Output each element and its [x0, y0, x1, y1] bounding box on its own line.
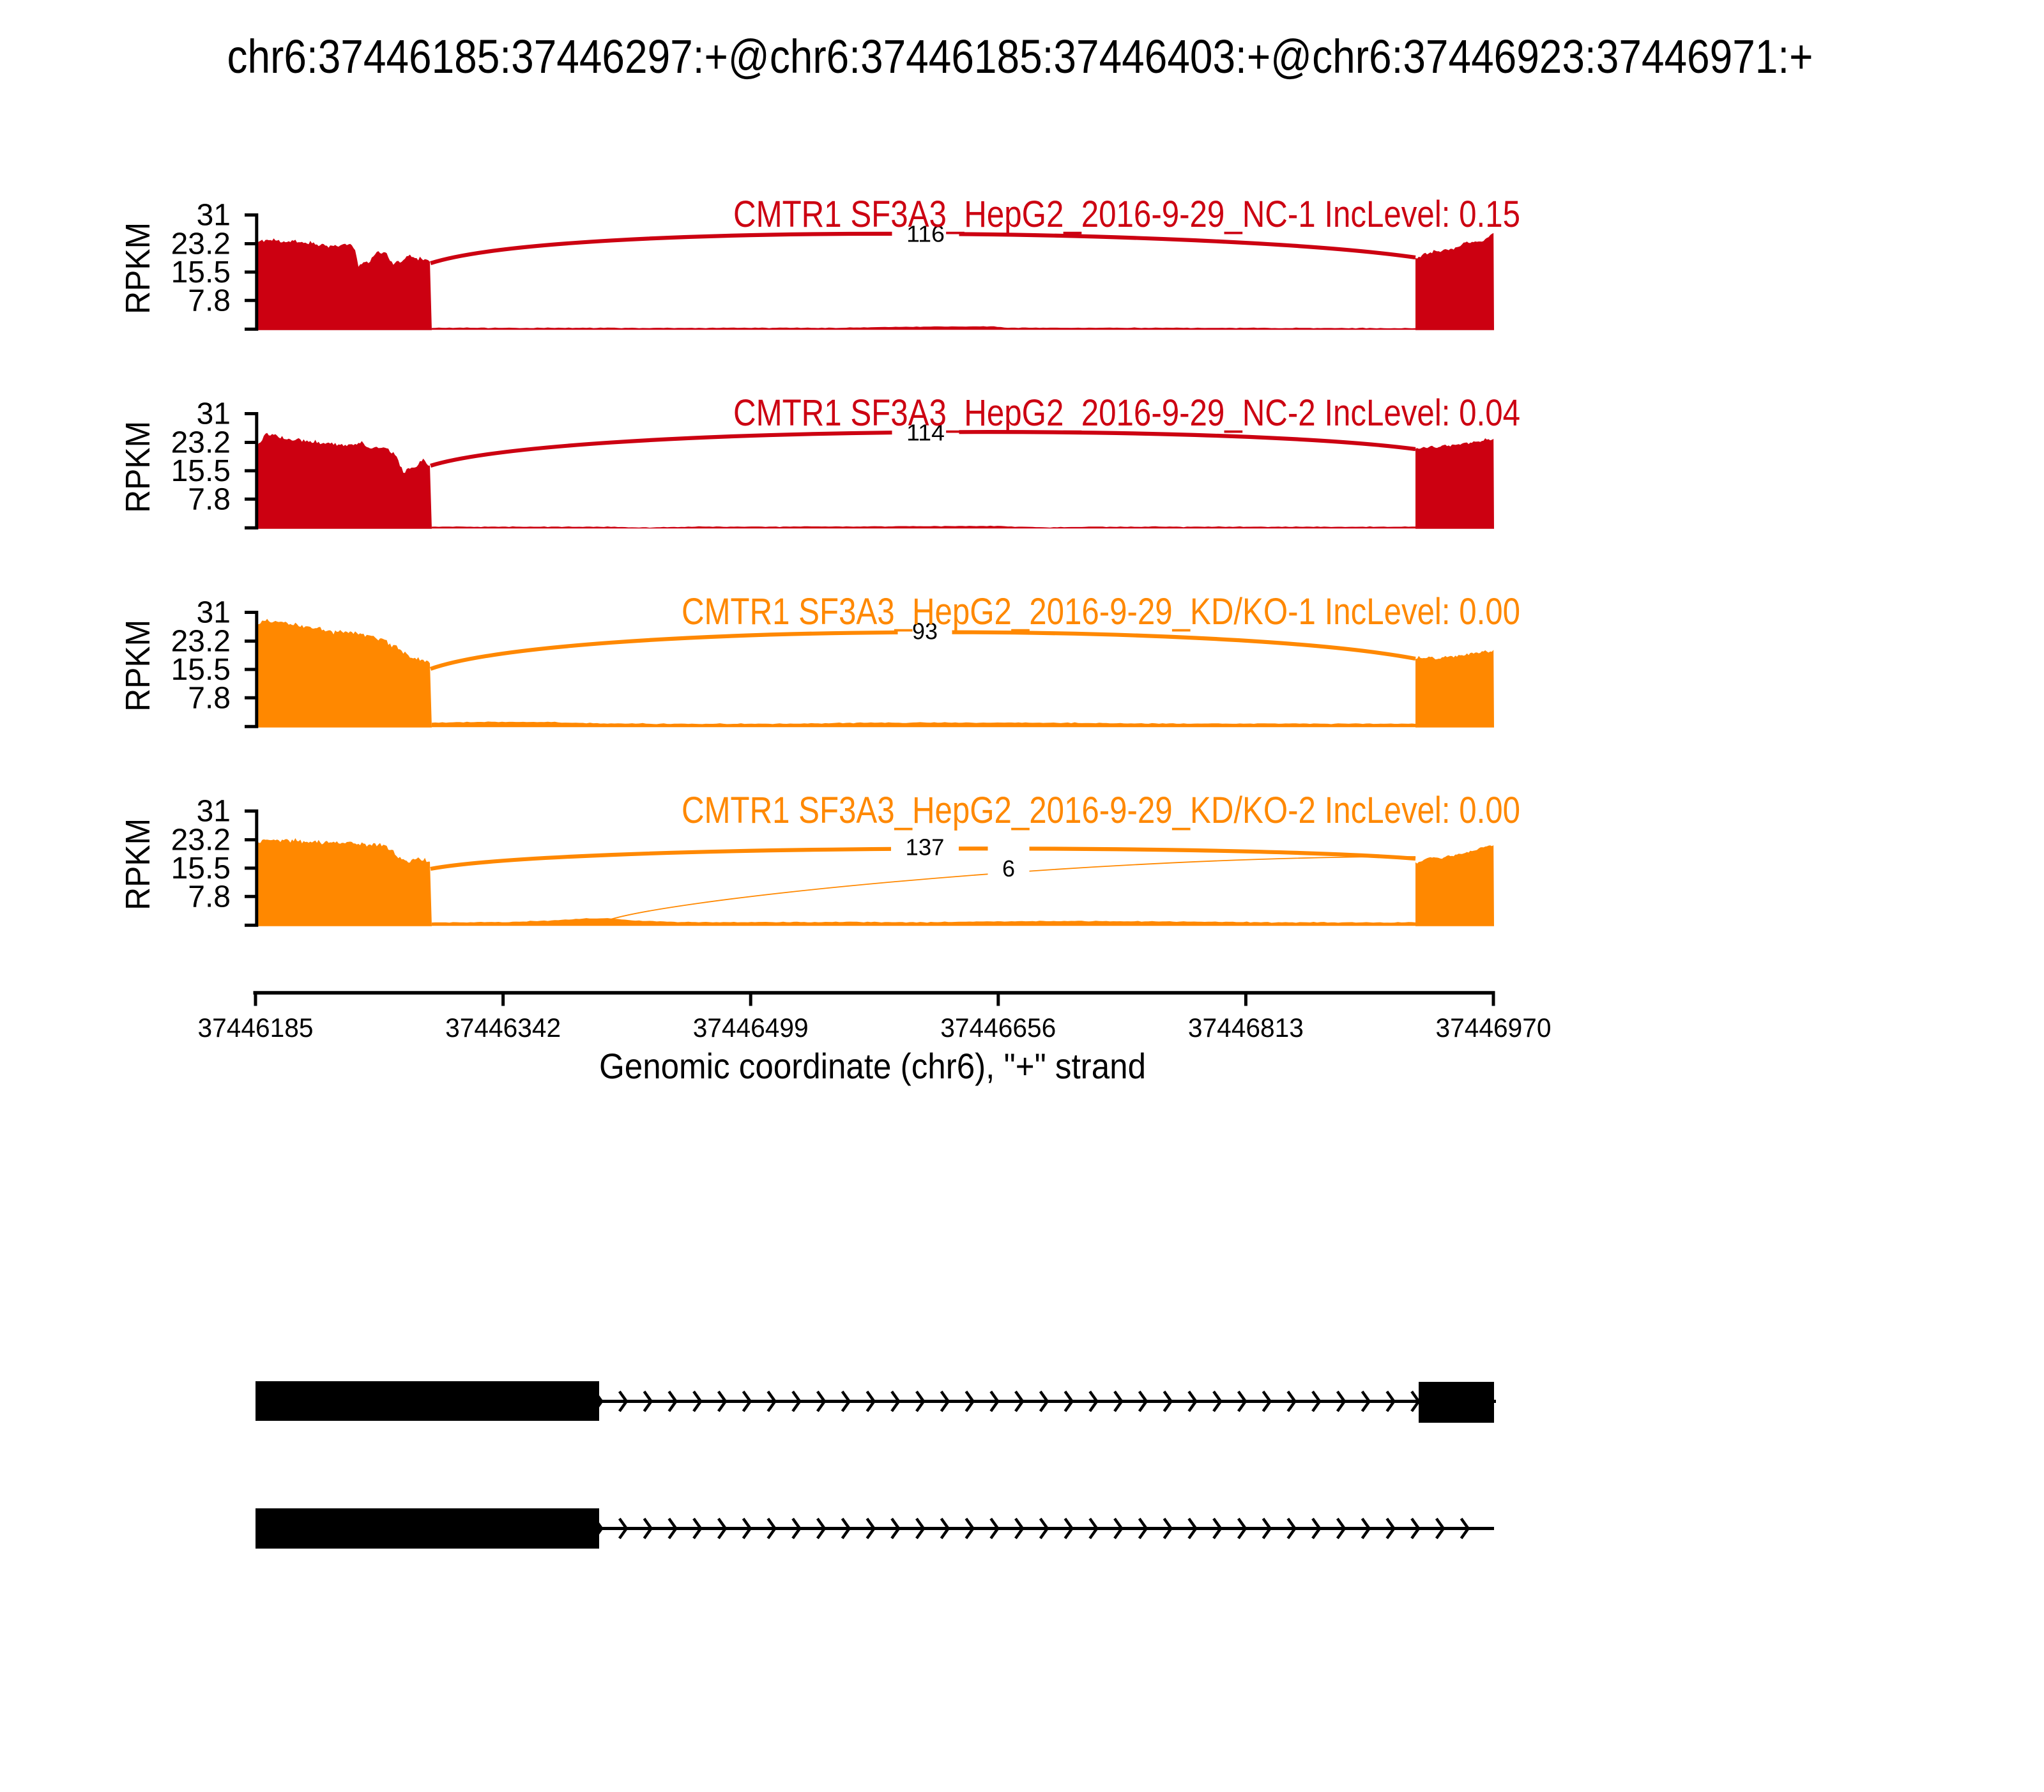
svg-text:31: 31 [197, 199, 231, 233]
svg-text:15.5: 15.5 [171, 852, 231, 885]
svg-text:137: 137 [906, 834, 945, 861]
svg-text:23.2: 23.2 [171, 823, 231, 857]
svg-text:CMTR1 SF3A3_HepG2_2016-9-29_KD: CMTR1 SF3A3_HepG2_2016-9-29_KD/KO-2 IncL… [682, 790, 1520, 831]
svg-text:23.2: 23.2 [171, 227, 231, 261]
svg-text:37446813: 37446813 [1188, 1013, 1304, 1043]
svg-text:RPKM: RPKM [119, 421, 157, 513]
svg-text:31: 31 [197, 795, 231, 829]
svg-text:CMTR1 SF3A3_HepG2_2016-9-29_KD: CMTR1 SF3A3_HepG2_2016-9-29_KD/KO-1 IncL… [682, 591, 1520, 632]
svg-text:Genomic coordinate (chr6), "+": Genomic coordinate (chr6), "+" strand [599, 1046, 1146, 1086]
svg-text:RPKM: RPKM [119, 222, 157, 314]
svg-text:37446970: 37446970 [1436, 1013, 1552, 1043]
svg-text:15.5: 15.5 [171, 454, 231, 488]
svg-text:7.8: 7.8 [188, 681, 231, 715]
svg-text:37446185: 37446185 [198, 1013, 314, 1043]
svg-text:114: 114 [906, 419, 945, 445]
svg-text:RPKM: RPKM [119, 818, 157, 910]
svg-text:CMTR1 SF3A3_HepG2_2016-9-29_NC: CMTR1 SF3A3_HepG2_2016-9-29_NC-2 IncLeve… [733, 392, 1520, 434]
svg-text:RPKM: RPKM [119, 620, 157, 712]
svg-text:31: 31 [197, 397, 231, 431]
svg-text:7.8: 7.8 [188, 482, 231, 516]
svg-text:chr6:37446185:37446297:+@chr6:: chr6:37446185:37446297:+@chr6:37446185:3… [227, 29, 1813, 83]
svg-text:116: 116 [906, 220, 945, 247]
svg-text:31: 31 [197, 596, 231, 630]
svg-text:93: 93 [912, 618, 938, 645]
svg-text:6: 6 [1002, 855, 1015, 882]
svg-text:7.8: 7.8 [188, 284, 231, 318]
svg-text:37446342: 37446342 [445, 1013, 561, 1043]
svg-text:15.5: 15.5 [171, 653, 231, 687]
svg-text:37446499: 37446499 [693, 1013, 809, 1043]
svg-text:15.5: 15.5 [171, 256, 231, 289]
svg-text:23.2: 23.2 [171, 625, 231, 659]
svg-text:23.2: 23.2 [171, 426, 231, 460]
svg-text:37446656: 37446656 [940, 1013, 1056, 1043]
svg-text:CMTR1 SF3A3_HepG2_2016-9-29_NC: CMTR1 SF3A3_HepG2_2016-9-29_NC-1 IncLeve… [733, 194, 1520, 235]
svg-text:7.8: 7.8 [188, 880, 231, 914]
